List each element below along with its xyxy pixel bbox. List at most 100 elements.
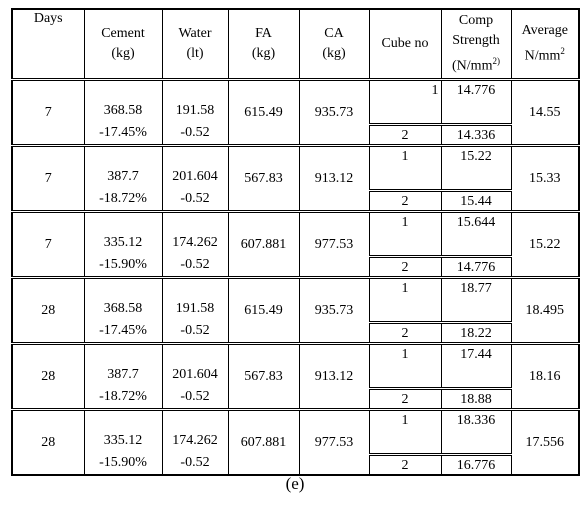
header-cell: Days xyxy=(11,8,85,81)
header-line: Average xyxy=(521,23,568,39)
row: 28 387.7 -18.72% 201.604 -0.52 567.83 913.12 1 1… xyxy=(11,342,580,410)
cube-no: 2 xyxy=(368,190,442,212)
header-line: Comp xyxy=(458,13,494,29)
superscript: 2 xyxy=(560,46,565,57)
water-cell: 174.262 -0.52 xyxy=(161,210,229,278)
row: 7 368.58 -17.45% 191.58 -0.52 615.49 935.73 1 14… xyxy=(11,79,580,146)
strength: 18.88 xyxy=(440,388,512,410)
cube-no: 2 xyxy=(368,388,442,410)
strength: 18.22 xyxy=(440,322,512,344)
cube-no: 1 xyxy=(368,210,442,258)
cube-no: 2 xyxy=(368,124,442,146)
fa-cell: 607.881 xyxy=(227,408,300,476)
row: 7 335.12 -15.90% 174.262 -0.52 607.881 977.53 1… xyxy=(11,210,580,278)
cement-cell-value: 387.7 xyxy=(107,169,139,184)
days-cell: 28 xyxy=(11,342,85,410)
ca-cell: 977.53 xyxy=(298,210,370,278)
cement-cell: 368.58 -17.45% xyxy=(83,276,163,344)
ca-cell: 935.73 xyxy=(298,79,370,146)
row: 28 335.12 -15.90% 174.262 -0.52 607.881 977.53… xyxy=(11,408,580,476)
cement-cell: 387.7 -18.72% xyxy=(83,144,163,212)
cube-no: 1 xyxy=(368,408,442,456)
header-line: (lt) xyxy=(186,46,204,61)
average-cell: 14.55 xyxy=(510,79,580,146)
days-cell: 7 xyxy=(11,79,85,146)
cement-cell-value: 368.58 xyxy=(103,103,143,118)
cement-cell: 335.12 -15.90% xyxy=(83,210,163,278)
header-text: (N/mm xyxy=(452,58,493,74)
cube-no: 2 xyxy=(368,322,442,344)
header-line: CA xyxy=(324,26,344,41)
average-cell: 15.22 xyxy=(510,210,580,278)
header-line: Water xyxy=(178,26,212,41)
header-cell: CA (kg) xyxy=(298,8,370,81)
row: 2 15.44 xyxy=(12,190,579,212)
average-cell: 17.556 xyxy=(510,408,580,476)
row: 7 387.7 -18.72% 201.604 -0.52 567.83 913.12 1 15… xyxy=(11,144,580,212)
row: 2 14.336 xyxy=(12,124,579,146)
header-line: (kg) xyxy=(322,46,346,61)
days-cell: 28 xyxy=(11,408,85,476)
header-row: Days Cement (kg) Water (lt) FA (kg) CA (kg) Cube … xyxy=(11,8,580,81)
fa-cell: 567.83 xyxy=(227,144,300,212)
ca-cell: 935.73 xyxy=(298,276,370,344)
results-table: Days Cement (kg) Water (lt) FA (kg) CA (kg) Cube … xyxy=(11,8,580,476)
row: 28 368.58 -17.45% 191.58 -0.52 615.49 935.73 1 1… xyxy=(11,276,580,344)
ca-cell: 913.12 xyxy=(298,342,370,410)
cube-no: 2 xyxy=(368,256,442,278)
header-cell: Water (lt) xyxy=(161,8,229,81)
strength: 14.776 xyxy=(440,79,512,126)
average-cell: 18.16 xyxy=(510,342,580,410)
header-line: (N/mm2) xyxy=(444,51,509,77)
strength: 14.776 xyxy=(440,256,512,278)
water-cell-sub: -0.52 xyxy=(180,389,210,404)
cement-cell-value: 387.7 xyxy=(107,367,139,382)
row: 2 16.776 xyxy=(12,454,579,476)
cement-cell-sub: -17.45% xyxy=(99,323,147,338)
row: 2 18.22 xyxy=(12,322,579,344)
strength: 17.44 xyxy=(440,342,512,390)
strength: 16.776 xyxy=(440,454,512,476)
days-cell: 7 xyxy=(11,210,85,278)
header-cell: Cube no xyxy=(368,8,442,81)
strength: 15.22 xyxy=(440,144,512,192)
cement-cell-value: 335.12 xyxy=(103,433,143,448)
water-cell-sub: -0.52 xyxy=(180,323,210,338)
cement-cell: 335.12 -15.90% xyxy=(83,408,163,476)
cube-no: 2 xyxy=(368,454,442,476)
water-cell: 201.604 -0.52 xyxy=(161,342,229,410)
cube-no: 1 xyxy=(368,79,442,126)
days-cell: 7 xyxy=(11,144,85,212)
header-cell: FA (kg) xyxy=(227,8,300,81)
fa-cell: 615.49 xyxy=(227,276,300,344)
strength: 15.44 xyxy=(440,190,512,212)
header-cell: Cement (kg) xyxy=(83,8,163,81)
fa-cell: 607.881 xyxy=(227,210,300,278)
cube-no: 1 xyxy=(368,276,442,324)
water-cell-sub: -0.52 xyxy=(180,455,210,470)
water-cell-value: 201.604 xyxy=(172,169,218,184)
header-line: Strength xyxy=(452,33,500,49)
average-cell: 15.33 xyxy=(510,144,580,212)
cement-cell: 387.7 -18.72% xyxy=(83,342,163,410)
ca-cell: 977.53 xyxy=(298,408,370,476)
header-line: Days xyxy=(33,11,63,26)
water-cell-sub: -0.52 xyxy=(180,125,210,140)
days-cell: 28 xyxy=(11,276,85,344)
header-cell: Average N/mm2 xyxy=(510,8,580,81)
header-line: (kg) xyxy=(111,46,135,61)
cement-cell-sub: -15.90% xyxy=(99,455,147,470)
header-line: Cement xyxy=(101,26,145,41)
header-line: FA xyxy=(255,26,272,41)
cube-no: 1 xyxy=(368,144,442,192)
fa-cell: 615.49 xyxy=(227,79,300,146)
row: 2 18.88 xyxy=(12,388,579,410)
cement-cell-sub: -15.90% xyxy=(99,257,147,272)
cement-cell: 368.58 -17.45% xyxy=(83,79,163,146)
cube-no: 1 xyxy=(368,342,442,390)
water-cell-value: 191.58 xyxy=(175,103,215,118)
water-cell: 201.604 -0.52 xyxy=(161,144,229,212)
water-cell-value: 174.262 xyxy=(172,433,218,448)
header-line: (kg) xyxy=(251,46,276,61)
superscript: 2) xyxy=(492,56,500,67)
